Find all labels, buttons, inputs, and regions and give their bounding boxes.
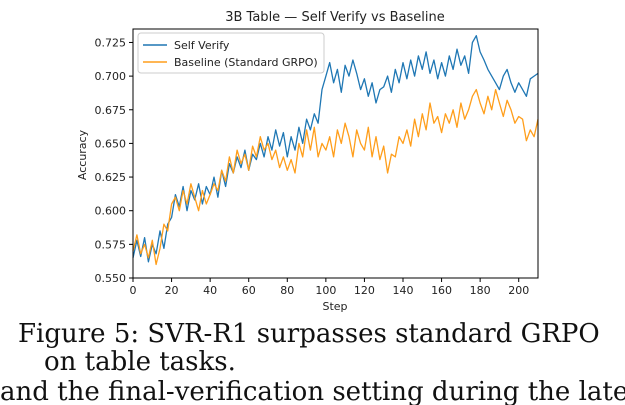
legend-box (137, 32, 325, 74)
y-tick-label: 0.600 (95, 205, 127, 218)
legend: Self Verify Baseline (Standard GRPO) (137, 32, 325, 74)
y-tick-label: 0.650 (95, 137, 127, 150)
x-axis-label: Step (322, 300, 347, 313)
x-tick-label: 20 (165, 284, 179, 297)
x-tick-label: 140 (393, 284, 414, 297)
x-tick-label: 200 (508, 284, 529, 297)
series-line-2 (132, 88, 539, 266)
caption-line-1: Figure 5: SVR-R1 surpasses standard GRPO (18, 319, 600, 349)
y-tick-label: 0.725 (95, 36, 127, 49)
y-tick-label: 0.550 (95, 272, 127, 285)
caption-line-2: on table tasks. (44, 347, 236, 377)
y-tick-label: 0.675 (95, 104, 127, 117)
x-tick-label: 120 (354, 284, 375, 297)
series-line-1 (132, 35, 539, 263)
x-tick-label: 0 (130, 284, 137, 297)
x-tick-label: 40 (203, 284, 217, 297)
x-tick-label: 60 (242, 284, 256, 297)
y-tick-label: 0.625 (95, 171, 127, 184)
x-tick-label: 100 (315, 284, 336, 297)
figure-caption: Figure 5: SVR-R1 surpasses standard GRPO… (18, 320, 618, 376)
body-text-fragment: and the final-verification setting durin… (0, 378, 625, 405)
chart-title: 3B Table — Self Verify vs Baseline (225, 10, 445, 25)
x-tick-label: 180 (470, 284, 491, 297)
y-axis-label: Accuracy (76, 129, 89, 180)
figure-chart: 3B Table — Self Verify vs Baseline 0 20 40… (76, 10, 539, 313)
legend-label-2: Baseline (Standard GRPO) (174, 56, 318, 69)
y-tick-label: 0.700 (95, 70, 127, 83)
legend-label-1: Self Verify (174, 39, 230, 52)
x-tick-label: 80 (280, 284, 294, 297)
y-tick-label: 0.575 (95, 238, 127, 251)
x-tick-label: 160 (431, 284, 452, 297)
plot-area: 0 20 40 60 80 100 120 140 160 180 200 0.550 0.575 0.6… (95, 28, 539, 297)
plot-frame (132, 28, 539, 279)
